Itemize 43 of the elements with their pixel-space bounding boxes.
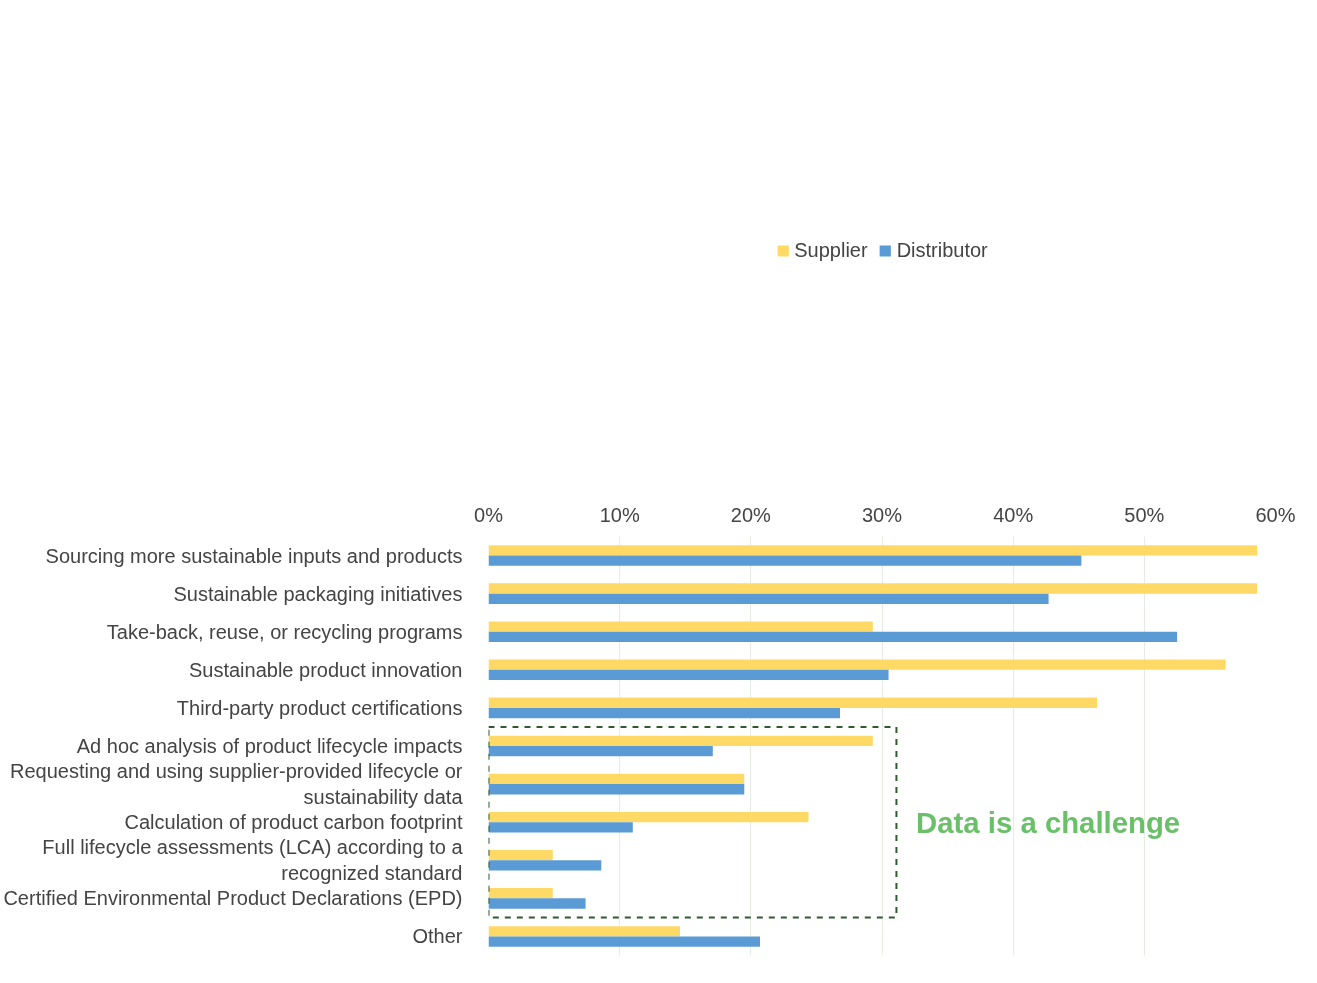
legend-label: Distributor bbox=[896, 238, 988, 262]
bar bbox=[488, 621, 873, 632]
bar bbox=[488, 669, 889, 681]
bar bbox=[488, 898, 586, 909]
x-tick-label: 20% bbox=[730, 503, 772, 526]
bar bbox=[488, 593, 1049, 604]
legend-label: Supplier bbox=[794, 238, 868, 262]
y-tick-label: Other bbox=[412, 925, 463, 948]
y-tick-label: Take-back, reuse, or recycling programs bbox=[106, 620, 463, 643]
bar bbox=[488, 860, 602, 871]
bar bbox=[488, 631, 1178, 643]
bar bbox=[488, 811, 809, 823]
bar bbox=[488, 888, 553, 899]
bar bbox=[488, 784, 745, 795]
y-tick-label: Certified Environmental Product Declarations (EPD) bbox=[3, 887, 463, 910]
x-tick-label: 30% bbox=[861, 503, 903, 526]
y-tick-label: Sourcing more sustainable inputs and products bbox=[45, 544, 463, 567]
bar bbox=[488, 735, 873, 746]
bar bbox=[488, 545, 1258, 556]
x-tick-label: 0% bbox=[474, 503, 504, 526]
y-tick-label: Third-party product certifications bbox=[176, 696, 463, 719]
x-tick-label: 40% bbox=[993, 503, 1034, 526]
bar bbox=[488, 659, 1226, 670]
x-tick-label: 50% bbox=[1124, 503, 1165, 526]
bar bbox=[488, 746, 713, 757]
y-tick-label: Sustainable packaging initiatives bbox=[173, 582, 463, 605]
bar bbox=[488, 697, 1098, 708]
bar bbox=[488, 583, 1258, 594]
y-tick-label: Calculation of product carbon footprint bbox=[124, 811, 463, 834]
y-tick-label: Full lifecycle assessments (LCA) according to a recognized standard bbox=[42, 836, 464, 885]
x-tick-label: 10% bbox=[599, 503, 640, 526]
y-tick-label: Requesting and using supplier-provided lifecycle or sustainability data bbox=[10, 759, 464, 809]
bar bbox=[488, 707, 841, 719]
y-tick-label: Sustainable product innovation bbox=[188, 658, 463, 681]
bar bbox=[488, 822, 633, 833]
bar bbox=[488, 926, 680, 937]
bar bbox=[488, 773, 745, 785]
bar bbox=[488, 849, 553, 861]
y-tick-label: Ad hoc analysis of product lifecycle impacts bbox=[76, 735, 463, 757]
bar bbox=[488, 936, 761, 947]
annotation: Data is a challenge bbox=[916, 805, 1181, 839]
x-tick-label: 60% bbox=[1255, 503, 1296, 526]
bar bbox=[488, 555, 1082, 566]
